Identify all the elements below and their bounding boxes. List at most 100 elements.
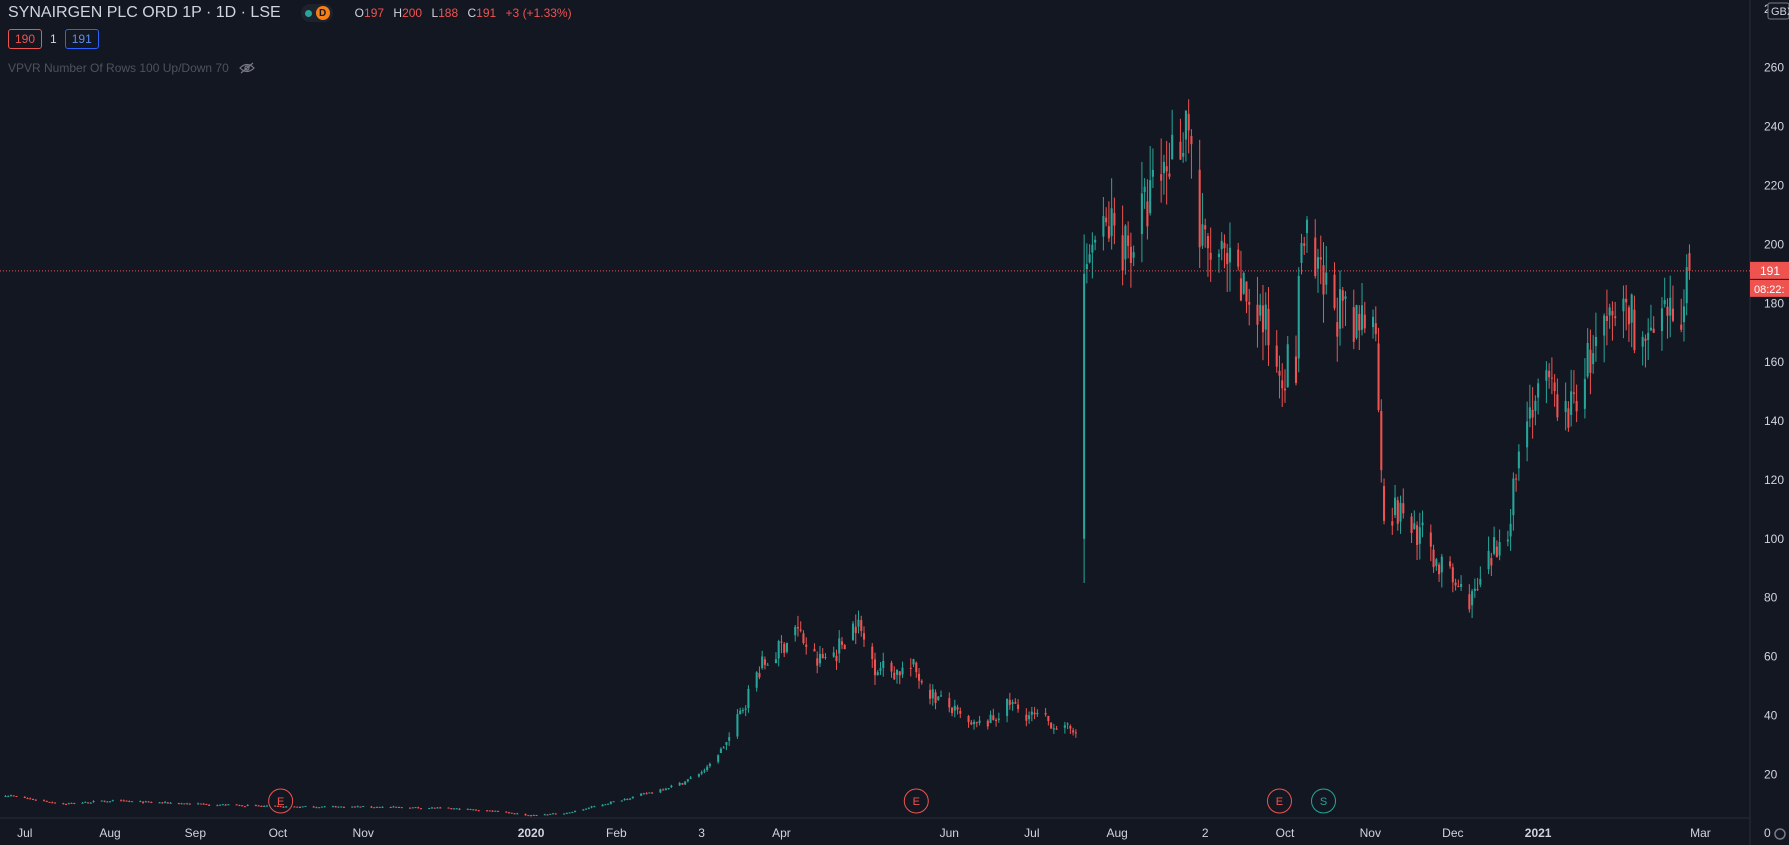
- candle-body: [1526, 421, 1529, 448]
- time-tick-label: 2020: [518, 826, 545, 840]
- candle-body: [227, 804, 230, 806]
- candle-body: [1344, 296, 1347, 299]
- candle-body: [1325, 272, 1328, 285]
- candle-body: [912, 659, 915, 665]
- candle-body: [197, 803, 200, 805]
- candle-body: [1614, 316, 1617, 318]
- indicator-label[interactable]: VPVR Number Of Rows 100 Up/Down 70: [8, 61, 229, 75]
- candle-body: [1498, 542, 1501, 556]
- candle-body: [430, 807, 434, 809]
- candle-body: [744, 708, 747, 710]
- candle-body: [166, 802, 169, 804]
- candle-body: [1649, 327, 1652, 331]
- candle-body: [1493, 537, 1496, 554]
- candle-body: [1050, 722, 1053, 729]
- candle-body: [607, 803, 610, 805]
- candle-body: [1338, 289, 1342, 329]
- candle-body: [659, 789, 662, 793]
- candle-body: [337, 806, 340, 808]
- status-badges[interactable]: D: [300, 4, 333, 22]
- candle-body: [1006, 698, 1009, 716]
- candle-body: [851, 623, 855, 641]
- candle-body: [202, 803, 205, 805]
- candle-body: [1583, 379, 1586, 409]
- candle-body: [1509, 523, 1512, 537]
- candle-body: [1394, 497, 1397, 516]
- candle-body: [1074, 732, 1077, 734]
- candle-body: [1553, 382, 1556, 392]
- candle-body: [1471, 591, 1474, 606]
- candle-body: [1248, 301, 1251, 305]
- candle-body: [1319, 257, 1322, 260]
- candle-body: [1171, 134, 1174, 160]
- candle-body: [802, 633, 805, 644]
- bid-button[interactable]: 190: [8, 29, 43, 49]
- candle-body: [648, 792, 651, 794]
- close-label: C: [467, 6, 477, 20]
- settings-gear-icon[interactable]: [1774, 828, 1786, 840]
- candle-body: [353, 806, 356, 808]
- candle-body: [1286, 344, 1289, 388]
- candle-body: [1391, 521, 1394, 526]
- event-marker-letter: S: [1320, 796, 1327, 808]
- event-marker-letter: E: [913, 796, 920, 808]
- candle-body: [898, 671, 901, 676]
- candle-body: [1479, 578, 1482, 585]
- candle-body: [1460, 584, 1463, 587]
- ohlc-values: O197 H200 L188 C191 +3 (+1.33%): [349, 6, 572, 20]
- candle-body: [1184, 110, 1187, 140]
- candle-body: [1383, 486, 1386, 521]
- candle-body: [1341, 290, 1344, 301]
- candle-body: [1476, 589, 1479, 591]
- candle-body: [103, 800, 106, 802]
- time-tick-label: 3: [698, 826, 705, 840]
- candle-body: [662, 789, 665, 791]
- candle-body: [629, 798, 632, 800]
- candle-body: [340, 806, 343, 808]
- hidden-eye-icon[interactable]: [238, 62, 255, 74]
- symbol-title[interactable]: SYNAIRGEN PLC ORD 1P · 1D · LSE: [8, 4, 281, 21]
- countdown-tag: [1750, 279, 1789, 297]
- ask-button[interactable]: 191: [64, 29, 99, 49]
- candle-body: [400, 807, 403, 809]
- candle-body: [1113, 212, 1116, 226]
- candle-body: [1102, 216, 1105, 237]
- candle-body: [312, 806, 315, 808]
- candle-body: [1162, 161, 1165, 174]
- candle-body: [87, 802, 90, 804]
- candle-body: [23, 796, 26, 798]
- candle-body: [1129, 246, 1132, 264]
- candle-body: [909, 667, 912, 669]
- candle-body: [1682, 306, 1685, 323]
- candle-body: [1239, 278, 1242, 301]
- candle-body: [9, 795, 13, 797]
- candle-body: [1363, 314, 1366, 329]
- candle-body: [546, 814, 549, 816]
- candle-body: [199, 803, 202, 805]
- candle-body: [761, 656, 764, 669]
- candle-body: [882, 661, 885, 669]
- price-tick-label: 40: [1764, 708, 1778, 722]
- candle-body: [986, 720, 989, 727]
- candle-body: [183, 803, 186, 805]
- candle-body: [1611, 310, 1614, 316]
- candle-body: [219, 804, 222, 806]
- price-tick-label: 140: [1764, 414, 1784, 428]
- candle-body: [455, 808, 458, 810]
- bid-ask-panel: 190 1 191: [8, 29, 99, 49]
- candle-body: [1336, 322, 1339, 337]
- candle-body: [342, 806, 345, 808]
- candle-body: [408, 807, 412, 809]
- candle-body: [940, 695, 943, 697]
- candle-body: [1201, 224, 1204, 246]
- candle-body: [838, 638, 841, 654]
- candle-body: [527, 815, 530, 817]
- candle-body: [1399, 502, 1402, 522]
- candle-body: [351, 806, 354, 808]
- candle-body: [1512, 478, 1515, 516]
- candle-body: [587, 807, 590, 809]
- price-tick-label: 100: [1764, 532, 1784, 546]
- candle-body: [81, 802, 84, 804]
- candle-body: [700, 772, 703, 774]
